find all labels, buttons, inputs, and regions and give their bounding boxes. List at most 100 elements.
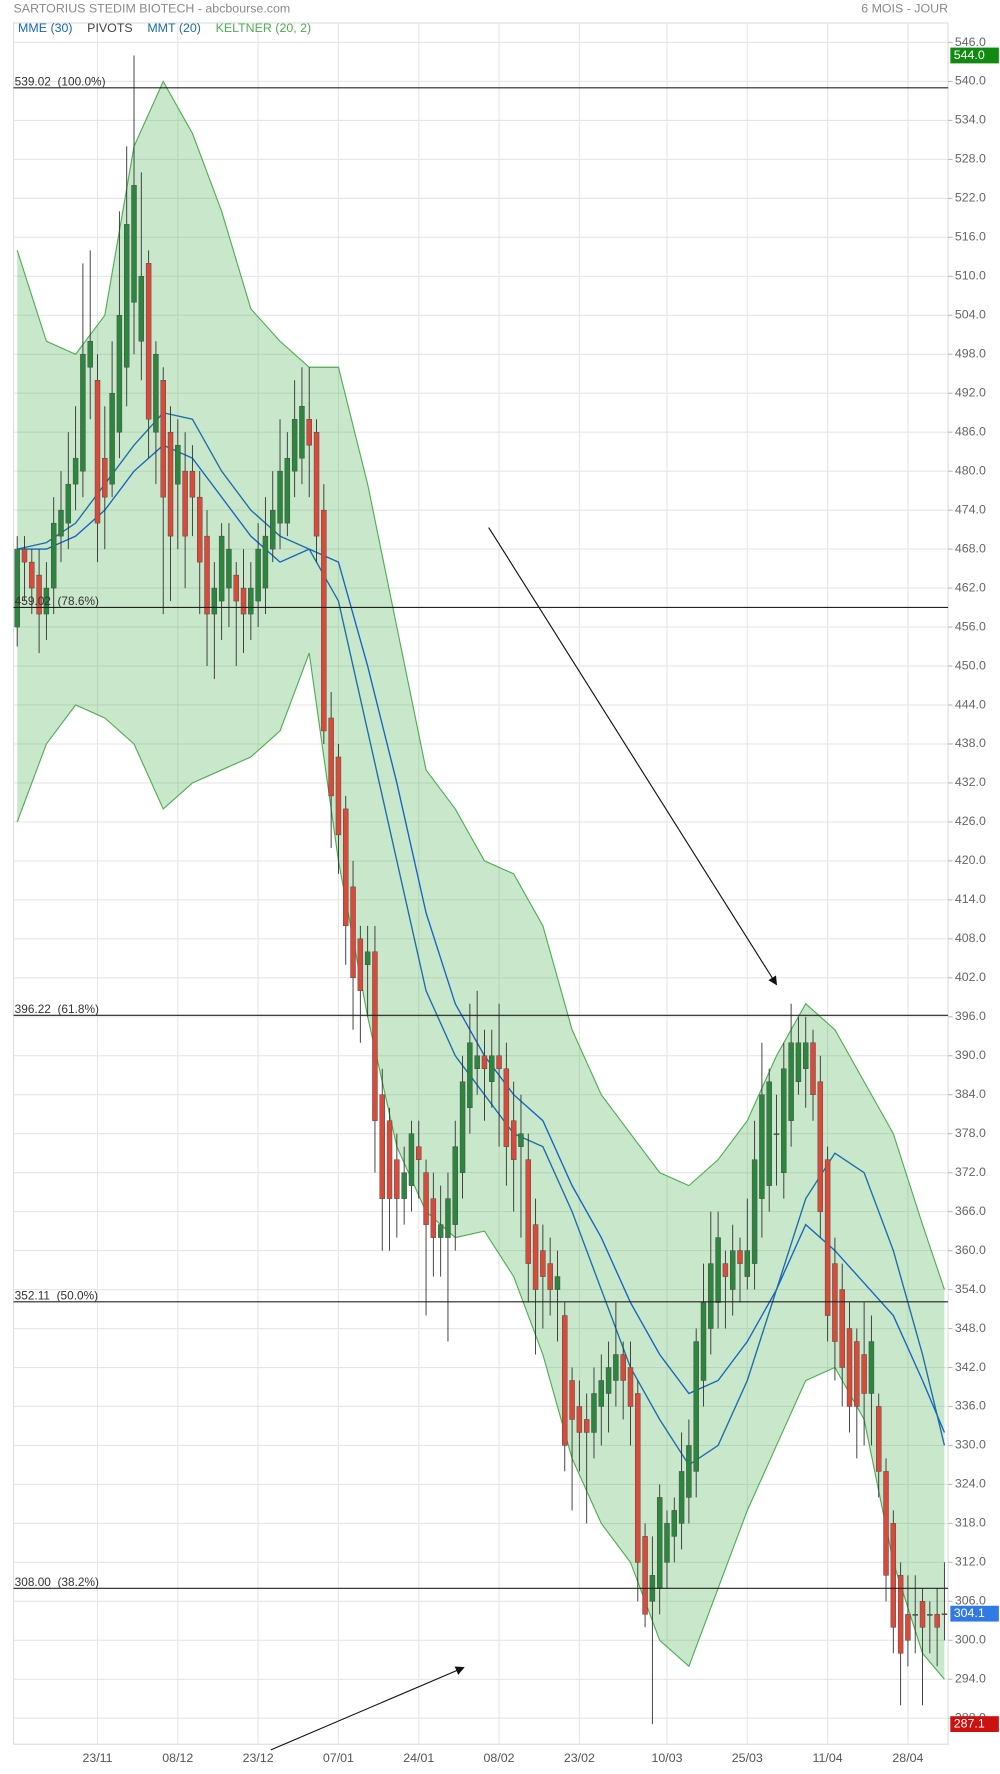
candle-body — [876, 1406, 882, 1472]
y-tick-label: 336.0 — [955, 1399, 986, 1413]
grid — [12, 22, 949, 1745]
candle-body — [58, 509, 64, 537]
candle-body — [350, 886, 356, 979]
candle-body — [80, 354, 86, 472]
candle-body — [532, 1224, 539, 1290]
legend: MME (30) PIVOTS MMT (20) KELTNER (20, 2) — [18, 21, 311, 35]
y-tick-label: 342.0 — [955, 1360, 986, 1374]
y-tick-label: 306.0 — [955, 1594, 986, 1608]
y-tick-label: 384.0 — [955, 1087, 986, 1101]
candle-body — [605, 1367, 612, 1394]
price-marker-label: 544.0 — [954, 48, 985, 62]
keltner-upper — [16, 80, 945, 1290]
x-tick-label: 24/01 — [403, 1751, 434, 1765]
candle-body — [255, 548, 261, 602]
candle-body — [481, 1055, 488, 1069]
candle-body — [204, 535, 210, 615]
legend-item: MMT (20) — [147, 21, 201, 35]
candle-body — [270, 509, 276, 550]
y-tick-label: 330.0 — [955, 1438, 986, 1452]
candle-body — [153, 354, 159, 433]
y-tick-label: 366.0 — [955, 1204, 986, 1218]
pivot-label: 459.02 (78.6%) — [15, 594, 99, 608]
y-tick-label: 444.0 — [955, 697, 986, 711]
candle-body — [890, 1523, 897, 1628]
candle-body — [941, 1613, 948, 1616]
price-marker — [950, 47, 999, 64]
legend-item: PIVOTS — [87, 21, 133, 35]
candle-body — [642, 1536, 648, 1615]
candle-body — [36, 574, 42, 615]
candle-body — [291, 418, 298, 472]
y-tick-label: 456.0 — [955, 619, 986, 633]
candle-body — [328, 717, 334, 797]
y-tick-label: 540.0 — [955, 74, 986, 88]
candle-body — [627, 1367, 634, 1407]
candle-body — [394, 1159, 400, 1199]
candle-body — [803, 1042, 809, 1069]
candle-body — [817, 1081, 824, 1212]
candle-body — [211, 587, 218, 615]
y-tick-label: 348.0 — [955, 1321, 986, 1335]
legend-item: KELTNER (20, 2) — [216, 21, 312, 35]
candle-body — [430, 1198, 437, 1238]
candle-body — [744, 1250, 751, 1277]
candle-body — [218, 535, 225, 602]
x-tick-label: 08/12 — [162, 1751, 193, 1765]
candle-body — [21, 548, 28, 563]
candle-body — [299, 405, 305, 459]
candle-body — [14, 548, 20, 628]
candle-body — [87, 341, 93, 368]
candle-body — [116, 315, 123, 433]
x-tick-label: 23/11 — [82, 1751, 112, 1765]
x-tick-label: 23/12 — [243, 1751, 274, 1765]
candle-body — [759, 1094, 765, 1199]
y-tick-label: 408.0 — [955, 931, 986, 945]
y-tick-label: 372.0 — [955, 1165, 986, 1179]
annotation-arrow — [488, 527, 778, 986]
chart-title: SARTORIUS STEDIM BIOTECH - abcbourse.com — [14, 2, 291, 16]
candle-body — [510, 1120, 517, 1160]
candle-body — [722, 1263, 729, 1277]
y-tick-label: 396.0 — [955, 1009, 986, 1023]
candle-body — [781, 1068, 787, 1173]
candle-body — [788, 1042, 794, 1121]
candle-body — [240, 587, 247, 615]
candle-body — [897, 1575, 904, 1654]
y-tick-label: 378.0 — [955, 1126, 986, 1140]
candle-body — [321, 509, 327, 732]
candle-body — [518, 1133, 524, 1147]
pivot-levels: 539.02 (100.0%) 459.02 (78.6%) 396.22 (61.… — [13, 74, 949, 1589]
candle-body — [72, 457, 79, 485]
candle-body — [160, 380, 166, 498]
candles — [14, 55, 948, 1725]
y-tick-label: 426.0 — [955, 814, 986, 828]
y-tick-label: 480.0 — [955, 463, 986, 477]
candle-body — [613, 1354, 619, 1381]
candle-body — [284, 457, 291, 524]
y-tick-label: 324.0 — [955, 1477, 986, 1491]
candle-body — [583, 1419, 590, 1433]
candle-body — [919, 1601, 926, 1628]
candle-body — [248, 587, 254, 615]
candle-body — [912, 1614, 918, 1616]
candle-body — [226, 548, 232, 589]
candle-body — [751, 1159, 758, 1264]
y-tick-label: 516.0 — [955, 230, 986, 244]
y-tick-label: 438.0 — [955, 736, 986, 750]
candle-body — [197, 496, 203, 563]
candle-body — [868, 1341, 875, 1394]
candle-body — [846, 1328, 853, 1407]
candle-body — [423, 1172, 429, 1225]
candle-body — [810, 1042, 816, 1095]
candle-body — [708, 1263, 714, 1329]
candle-body — [386, 1120, 393, 1199]
x-tick-label: 07/01 — [323, 1751, 354, 1765]
x-tick-label: 11/04 — [813, 1751, 843, 1765]
candle-body — [138, 276, 145, 342]
candle-body — [525, 1159, 531, 1264]
y-tick-label: 522.0 — [955, 191, 986, 205]
candle-body — [416, 1146, 422, 1160]
